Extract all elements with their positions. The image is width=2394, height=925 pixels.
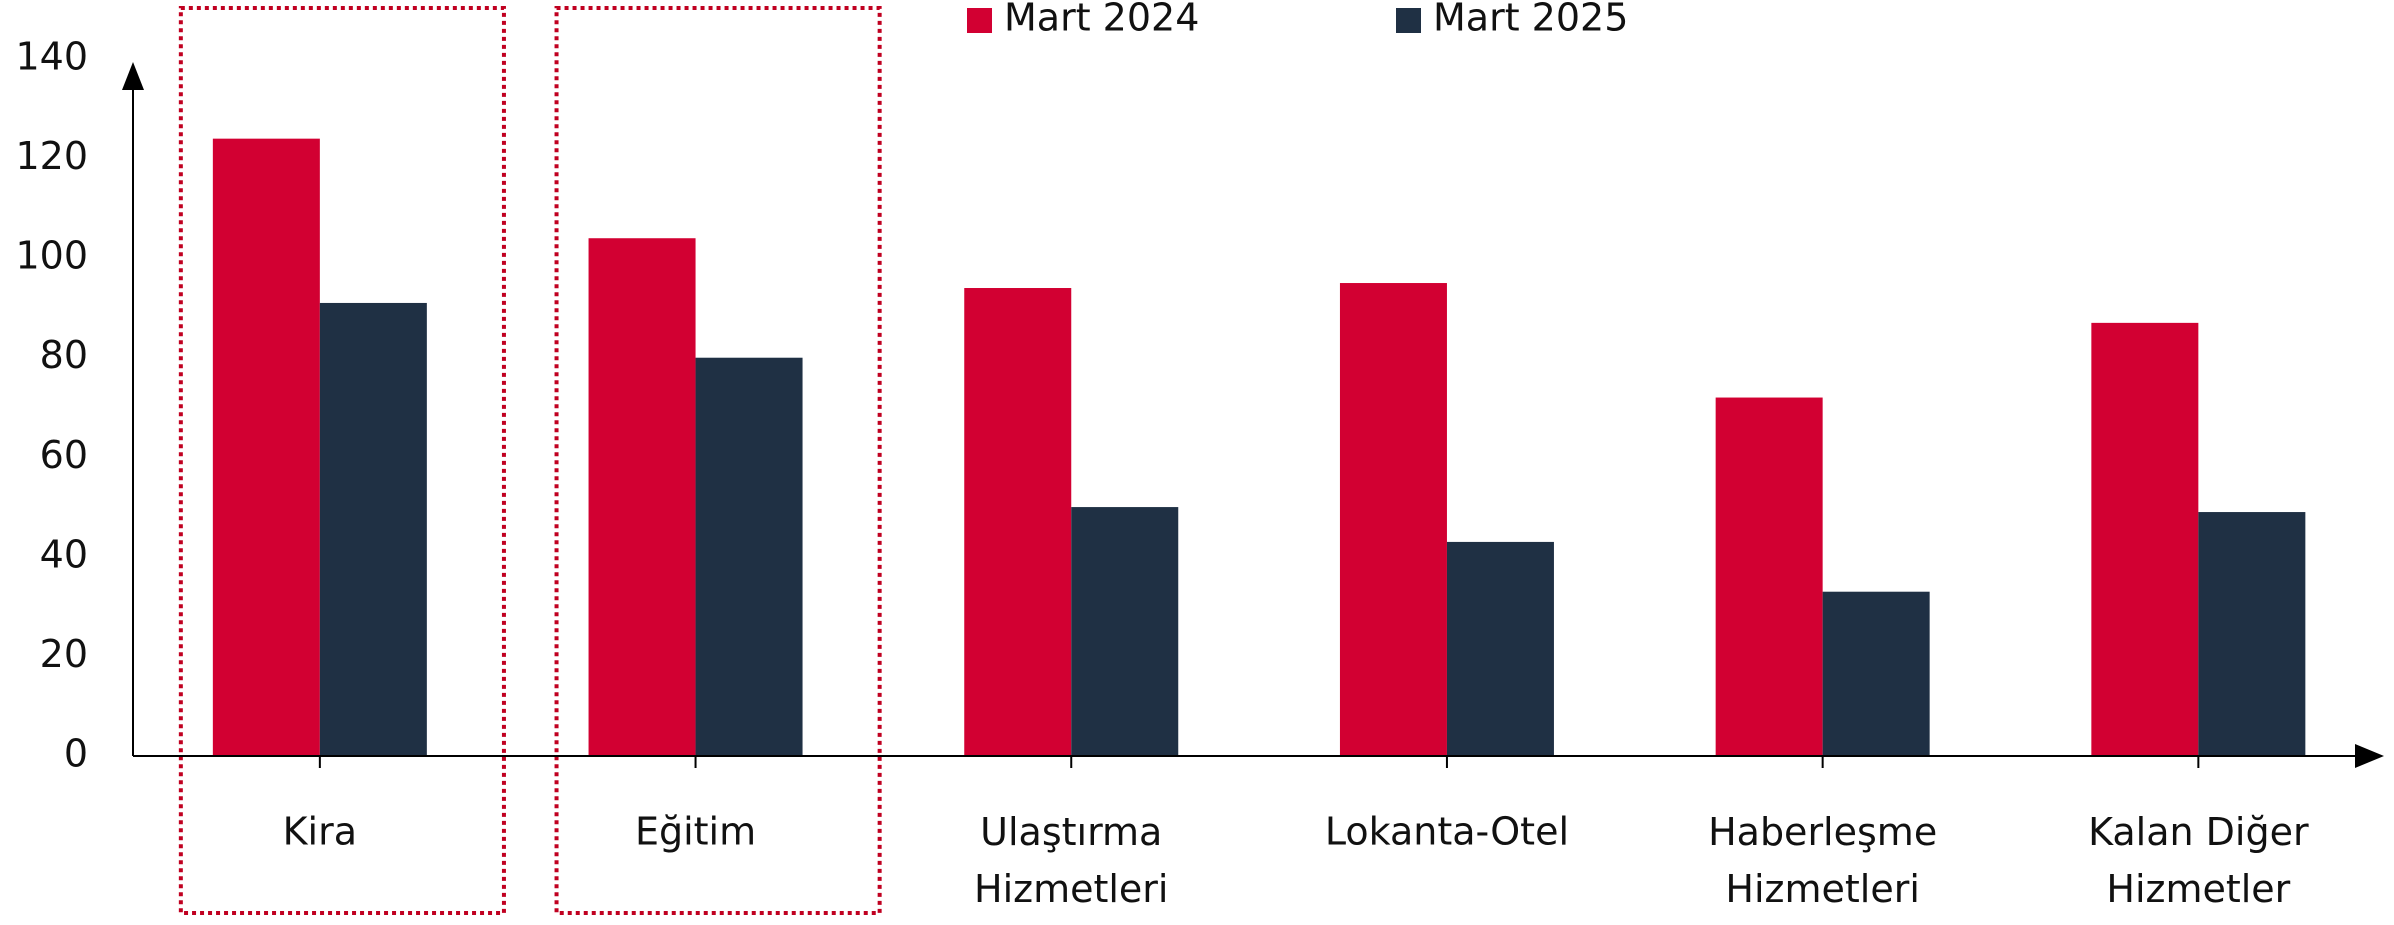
x-tick-label: Kalan Diğer Hizmetler [2088, 810, 2309, 911]
y-tick-label: 140 [15, 35, 88, 79]
bar [319, 302, 427, 756]
highlight-box [554, 6, 882, 915]
x-tick-label: Kira [283, 810, 357, 854]
y-tick-label: 120 [15, 134, 88, 178]
bar [1822, 591, 1930, 756]
y-axis-arrow [122, 62, 144, 90]
bar [964, 288, 1072, 756]
bar [2198, 512, 2306, 756]
x-axis-arrow [2355, 744, 2384, 768]
bar [695, 357, 803, 756]
legend-label: Mart 2025 [1433, 0, 1628, 40]
bar [1071, 507, 1179, 756]
bar [1446, 541, 1554, 756]
y-tick-label: 0 [64, 732, 88, 776]
x-tick-label: Lokanta-Otel [1325, 810, 1569, 854]
y-tick-label: 100 [15, 234, 88, 278]
x-tick-label: Ulaştırma Hizmetleri [974, 810, 1169, 911]
bar [2091, 322, 2199, 756]
x-tick-label: Haberleşme Hizmetleri [1708, 810, 1937, 911]
bar [212, 138, 320, 756]
y-tick-label: 20 [40, 632, 88, 676]
bar [1339, 283, 1447, 756]
bar [1715, 397, 1823, 756]
x-tick-label: Eğitim [635, 810, 756, 854]
legend-label: Mart 2024 [1004, 0, 1199, 40]
bar [588, 238, 696, 756]
highlight-box [178, 6, 506, 915]
y-tick-label: 80 [40, 333, 88, 377]
legend-swatch [1396, 8, 1421, 33]
legend-swatch [967, 8, 992, 33]
y-tick-label: 40 [40, 532, 88, 576]
y-tick-label: 60 [40, 433, 88, 477]
